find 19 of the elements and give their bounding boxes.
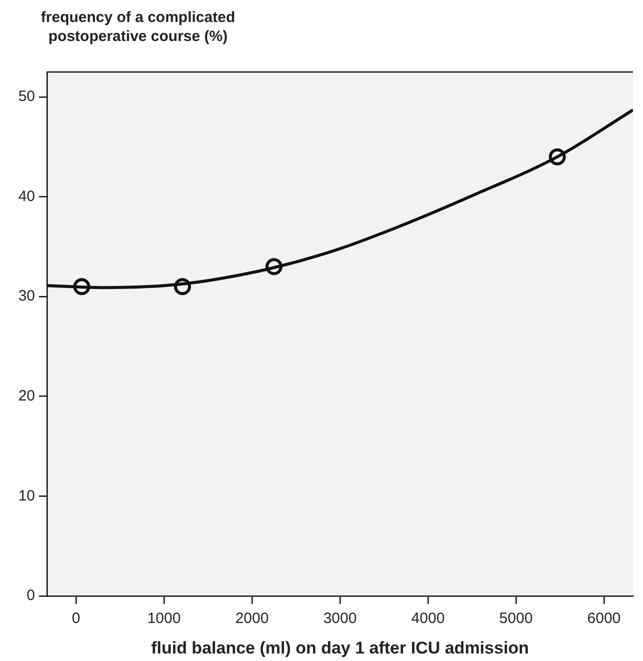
point — [266, 258, 283, 276]
x-tick-label: 1000 — [147, 610, 181, 628]
point — [174, 278, 191, 296]
x-tick-label: 6000 — [587, 610, 621, 628]
y-tick-label: 0 — [26, 587, 35, 604]
x-tick-label: 2000 — [235, 610, 269, 628]
point — [548, 148, 566, 166]
x-tick-label: 5000 — [499, 610, 533, 628]
x-tick-label: 4000 — [411, 610, 445, 628]
y-tick-label: 30 — [18, 288, 35, 305]
y-tick-label: 40 — [18, 188, 35, 205]
x-tick-label: 3000 — [323, 610, 357, 628]
x-axis-title: fluid balance (ml) on day 1 after ICU admission — [151, 638, 529, 658]
point — [73, 278, 90, 296]
y-tick-label: 20 — [18, 388, 35, 405]
y-tick-label: 10 — [18, 487, 35, 504]
y-axis-title: frequency of a complicated postoperative course (%) — [40, 9, 236, 45]
x-tick-label: 0 — [72, 610, 80, 628]
y-tick-label: 50 — [18, 88, 35, 106]
